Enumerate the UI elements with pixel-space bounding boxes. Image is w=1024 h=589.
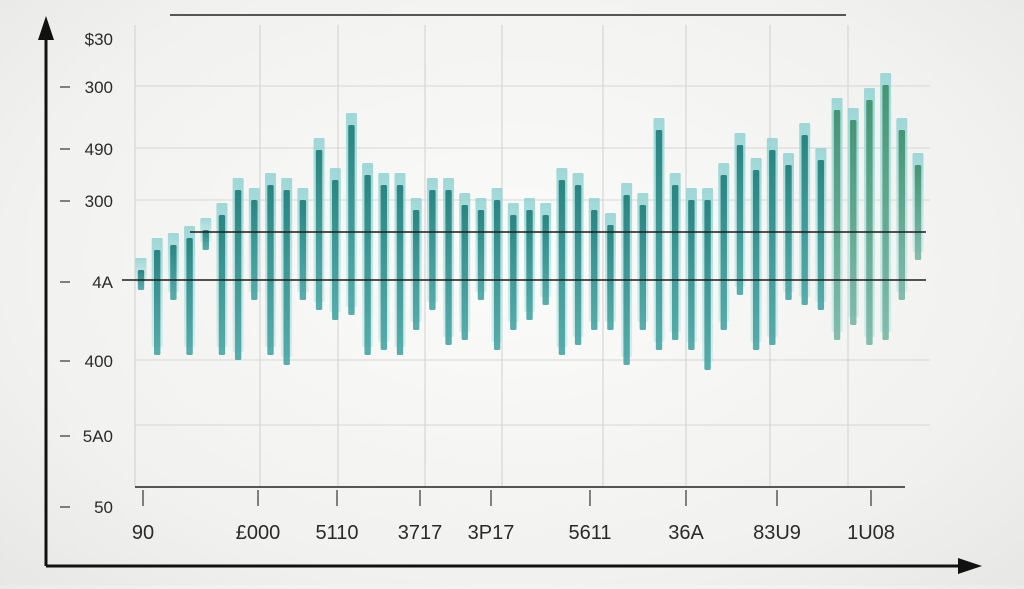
y-tick-label: 300 bbox=[85, 192, 113, 211]
bar bbox=[251, 200, 258, 300]
x-tick-label: 3717 bbox=[398, 522, 443, 544]
bar bbox=[720, 175, 727, 330]
y-axis-arrow bbox=[38, 16, 54, 40]
bar bbox=[493, 200, 501, 350]
bar bbox=[688, 200, 695, 350]
bar bbox=[364, 175, 371, 355]
bar bbox=[477, 210, 485, 300]
bar bbox=[380, 185, 388, 350]
bar bbox=[332, 180, 339, 320]
bar bbox=[882, 85, 889, 340]
bar bbox=[866, 100, 873, 345]
bar bbox=[817, 160, 825, 310]
bar bbox=[315, 150, 323, 310]
bar bbox=[833, 110, 841, 340]
y-tick-label: 490 bbox=[85, 140, 113, 159]
bar bbox=[671, 185, 679, 340]
bar bbox=[445, 190, 452, 345]
bar bbox=[412, 210, 420, 330]
bar bbox=[461, 205, 468, 340]
bar bbox=[170, 245, 177, 300]
bar bbox=[639, 205, 647, 330]
bar bbox=[510, 215, 517, 330]
bar bbox=[396, 185, 404, 355]
bar bbox=[898, 130, 906, 300]
bar bbox=[558, 180, 566, 355]
y-tick-label: 4A bbox=[92, 273, 113, 292]
y-tick-label: $30 bbox=[85, 30, 113, 49]
x-tick-label: 5611 bbox=[568, 522, 611, 544]
bar bbox=[234, 190, 242, 360]
bar bbox=[526, 210, 533, 320]
bar bbox=[769, 150, 776, 345]
bar bbox=[542, 215, 549, 305]
x-tick-label: 90 bbox=[132, 522, 154, 544]
bar bbox=[202, 230, 209, 250]
x-tick-label: 1U08 bbox=[847, 522, 895, 544]
x-tick-label: 3P17 bbox=[468, 522, 515, 544]
bar bbox=[429, 190, 436, 310]
axes bbox=[38, 16, 982, 574]
bar bbox=[574, 185, 582, 345]
x-tick-label: £000 bbox=[236, 522, 281, 544]
tick-labels: $30 300 490 300 4A 400 5A0 50 90 £000 5110 3717 3P17… bbox=[83, 30, 895, 544]
bar bbox=[591, 210, 598, 330]
bar bbox=[752, 170, 760, 350]
bar bbox=[850, 120, 857, 325]
y-tick-label: 300 bbox=[85, 78, 113, 97]
y-tick-label: 400 bbox=[85, 352, 113, 371]
bar bbox=[218, 215, 226, 355]
bar bbox=[704, 200, 711, 370]
y-tick-label: 5A0 bbox=[83, 427, 113, 446]
reference-lines bbox=[122, 231, 926, 281]
bar bbox=[153, 250, 161, 355]
x-tick-label: 5110 bbox=[315, 522, 358, 544]
x-tick-label: 83U9 bbox=[753, 522, 801, 544]
bar bbox=[655, 130, 663, 350]
x-tick-label: 36A bbox=[668, 522, 704, 544]
bar bbox=[348, 125, 355, 315]
bar bbox=[299, 200, 307, 300]
bar bbox=[186, 238, 193, 355]
bar bbox=[283, 190, 290, 365]
x-axis-arrow bbox=[958, 558, 982, 574]
bar bbox=[736, 145, 744, 295]
bar bbox=[801, 135, 808, 305]
bar-group bbox=[135, 73, 924, 370]
bar bbox=[914, 165, 922, 260]
bar bbox=[607, 225, 614, 330]
y-tick-label: 50 bbox=[94, 498, 113, 517]
bar bbox=[267, 185, 274, 355]
